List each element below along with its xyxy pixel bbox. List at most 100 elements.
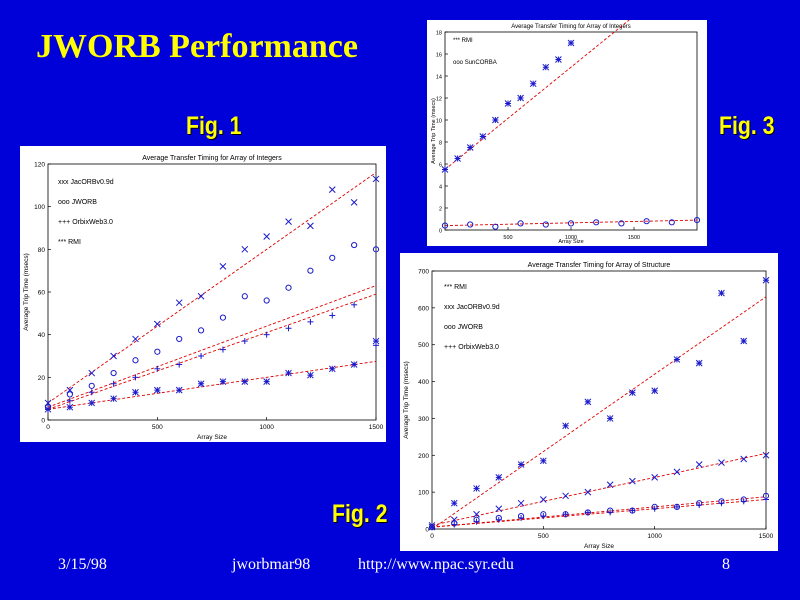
fit-line	[47, 285, 377, 408]
fig-2-label: Fig. 2	[332, 500, 388, 528]
footer-url: http://www.npac.syr.edu	[358, 556, 514, 573]
legend-entry: *** RMI	[444, 284, 467, 291]
plot-area	[431, 270, 767, 530]
data-point	[695, 359, 703, 367]
fig-1-label: Fig. 1	[186, 112, 242, 140]
data-point	[197, 292, 205, 300]
data-point	[542, 221, 549, 228]
data-point	[372, 246, 380, 253]
data-point	[351, 301, 358, 308]
data-point	[584, 398, 592, 406]
fit-line	[444, 219, 698, 227]
series-jacorbv0-9d	[44, 172, 380, 407]
data-point	[176, 335, 183, 343]
x-axis-label: Array Size	[584, 543, 614, 550]
data-point	[562, 511, 569, 518]
fig-3-chart: Average Transfer Timing for Array of Int…	[427, 20, 707, 246]
plot-area	[47, 163, 377, 421]
data-point	[175, 386, 183, 394]
y-tick-label: 60	[38, 290, 46, 297]
data-point	[110, 352, 117, 360]
data-point	[762, 451, 770, 459]
data-point	[285, 369, 292, 377]
y-tick-label: 0	[439, 229, 442, 235]
y-tick-label: 0	[41, 418, 45, 425]
chart-title: Average Transfer Timing for Array of Str…	[528, 262, 671, 269]
data-point	[307, 267, 314, 274]
y-axis-label: Average Trip Time (msecs)	[431, 98, 437, 164]
data-point	[241, 293, 248, 300]
fit-line	[431, 453, 767, 526]
x-tick-label: 1500	[759, 533, 774, 540]
series-jacorbv0-9d	[428, 451, 770, 529]
data-point	[372, 175, 380, 183]
data-point	[450, 499, 458, 507]
y-tick-label: 700	[418, 269, 429, 276]
legend-entry: xxx JacORBv0.9d	[444, 304, 500, 311]
data-point	[629, 507, 636, 514]
data-point	[740, 455, 748, 463]
legend-entry: ooo SunCORBA	[453, 60, 497, 66]
data-point	[219, 263, 227, 270]
data-point	[673, 356, 681, 363]
data-point	[567, 220, 575, 227]
data-point	[479, 133, 487, 140]
data-point	[467, 221, 474, 228]
data-point	[740, 498, 747, 505]
y-tick-label: 100	[418, 490, 429, 497]
series-jworb	[44, 241, 380, 411]
x-tick-label: 0	[430, 533, 434, 540]
data-point	[673, 503, 680, 510]
fig-2-chart: Average Transfer Timing for Array of Str…	[400, 253, 778, 551]
data-point	[307, 371, 314, 379]
x-tick-label: 1000	[647, 533, 662, 540]
fit-line	[431, 296, 767, 530]
data-point	[718, 500, 725, 507]
data-point	[473, 485, 480, 492]
y-tick-label: 18	[436, 31, 442, 37]
data-point	[539, 496, 547, 503]
x-axis-label: Array Size	[558, 239, 583, 245]
data-point	[529, 80, 537, 88]
data-point	[263, 378, 271, 385]
data-point	[504, 100, 512, 107]
legend-entry: *** RMI	[453, 38, 473, 44]
data-point	[651, 505, 658, 512]
footer-date: 3/15/98	[58, 556, 107, 573]
y-tick-label: 600	[418, 305, 429, 312]
data-point	[132, 357, 139, 364]
y-tick-label: 12	[436, 97, 442, 103]
data-point	[562, 422, 569, 430]
x-tick-label: 500	[538, 533, 549, 540]
data-point	[763, 496, 769, 503]
data-point	[66, 397, 73, 404]
data-point	[584, 488, 592, 496]
chart-1-svg: Average Transfer Timing for Array of Int…	[23, 155, 384, 441]
data-point	[66, 403, 74, 411]
data-point	[606, 481, 614, 489]
data-point	[762, 276, 770, 284]
data-point	[110, 380, 117, 387]
data-point	[328, 365, 336, 373]
data-point	[492, 116, 499, 124]
y-axis-label: Average Trip Time (msecs)	[403, 361, 410, 439]
data-point	[518, 514, 525, 521]
fig-1-chart: Average Transfer Timing for Array of Int…	[20, 146, 386, 442]
data-point	[651, 387, 659, 395]
data-point	[307, 318, 314, 325]
x-tick-label: 0	[46, 424, 50, 431]
data-point	[88, 382, 95, 389]
data-point	[350, 361, 358, 368]
slide-title: JWORB Performance	[36, 28, 358, 65]
legend-entry: *** RMI	[58, 239, 81, 246]
footer-file: jworbmar98	[232, 556, 311, 573]
series-rmi	[441, 20, 630, 173]
data-point	[718, 289, 725, 297]
data-point	[110, 369, 117, 377]
data-point	[555, 56, 562, 63]
data-point	[693, 217, 701, 224]
data-point	[473, 510, 480, 518]
data-point	[540, 513, 547, 520]
series-rmi	[44, 337, 380, 413]
x-tick-label: 500	[152, 424, 163, 431]
